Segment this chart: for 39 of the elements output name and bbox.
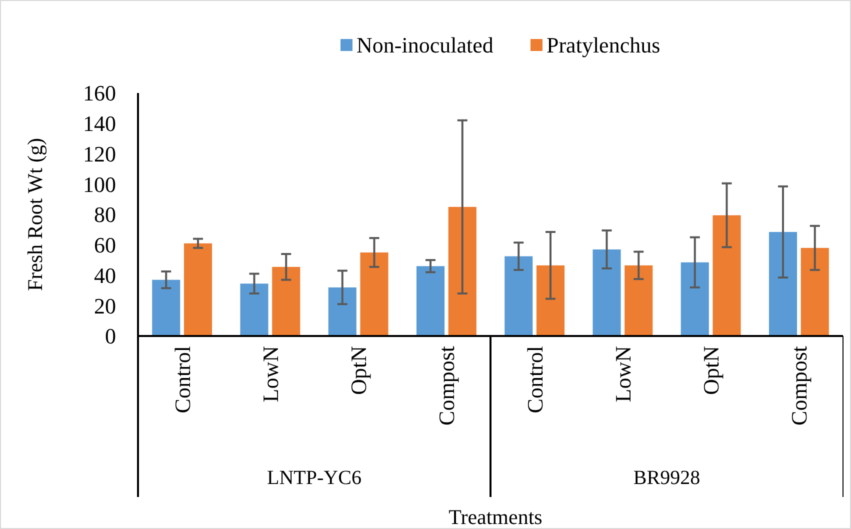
bar (592, 249, 621, 336)
x-tick-label: LowN (258, 346, 283, 402)
bar (360, 252, 388, 336)
x-tick-label: Compost (434, 346, 460, 426)
x-tick-label: Control (522, 346, 548, 414)
y-tick-label: 40 (94, 262, 116, 288)
bar (448, 206, 476, 336)
bar (184, 243, 212, 336)
y-tick-label: 0 (105, 324, 116, 349)
y-tick-label: 60 (94, 232, 116, 258)
bar (328, 287, 356, 336)
bar (800, 248, 829, 336)
y-tick-label: 100 (83, 172, 116, 197)
y-tick-label: 20 (94, 293, 116, 318)
bar (504, 256, 533, 336)
bar (768, 232, 798, 336)
y-tick-label: 140 (83, 111, 116, 136)
legend-label: Non-inoculated (356, 32, 494, 58)
bar (240, 284, 268, 336)
bar (272, 266, 300, 336)
x-axis-title: Treatments (448, 505, 542, 529)
x-tick-label: LowN (610, 346, 636, 402)
bar (624, 265, 653, 336)
y-tick-label: 80 (94, 202, 116, 228)
y-tick-label: 160 (83, 80, 116, 106)
y-axis-title: Fresh Root Wt (g) (23, 138, 47, 292)
text: LNTP-YC6 (267, 467, 362, 489)
x-tick-label: OptN (346, 346, 372, 395)
bar (536, 265, 565, 336)
bar (152, 280, 180, 336)
x-tick-label: Compost (786, 346, 812, 426)
text: BR9928 (633, 467, 700, 489)
bar (680, 262, 709, 336)
x-tick-label: OptN (698, 346, 724, 395)
x-tick-label: Control (170, 346, 195, 414)
bar (416, 266, 445, 336)
bar (712, 215, 741, 336)
y-tick-label: 120 (83, 141, 116, 166)
legend-label: Pratylenchus (546, 32, 660, 58)
